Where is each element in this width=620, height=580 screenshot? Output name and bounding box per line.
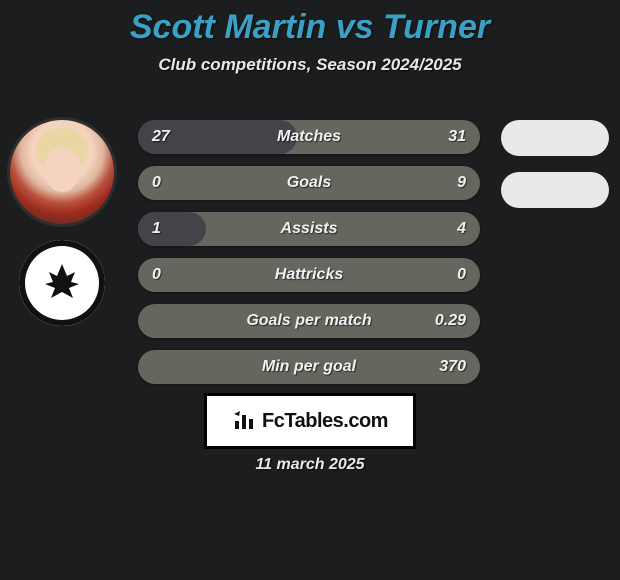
stat-label: Hattricks: [275, 266, 343, 284]
subtitle: Club competitions, Season 2024/2025: [0, 55, 620, 75]
stat-value-right: 0: [457, 266, 466, 284]
stat-value-right: 370: [439, 358, 466, 376]
stat-bar: Goals per match 0.29: [138, 304, 480, 338]
player-2-avatar-placeholder: [501, 120, 609, 156]
player-2-club-placeholder: [501, 172, 609, 208]
brand-name: FcTables.com: [262, 410, 388, 433]
stat-value-right: 4: [457, 220, 466, 238]
stat-bar: Min per goal 370: [138, 350, 480, 384]
page-title: Scott Martin vs Turner: [0, 0, 620, 47]
stat-value-right: 9: [457, 174, 466, 192]
stat-value-right: 31: [448, 128, 466, 146]
stat-bar: 1 Assists 4: [138, 212, 480, 246]
stat-bar: 0 Goals 9: [138, 166, 480, 200]
player-1-avatar: [10, 120, 114, 224]
stat-label: Matches: [277, 128, 341, 146]
stat-bar: 0 Hattricks 0: [138, 258, 480, 292]
date-label: 11 march 2025: [255, 456, 364, 474]
comparison-bars: 27 Matches 31 0 Goals 9 1 Assists 4 0 Hattricks 0 Go…: [138, 120, 480, 384]
stat-value-left: 0: [152, 174, 161, 192]
left-column: [8, 120, 116, 326]
stat-value-left: 27: [152, 128, 170, 146]
player-1-club-badge: [19, 240, 105, 326]
stat-label: Goals per match: [246, 312, 371, 330]
stat-value-left: 1: [152, 220, 161, 238]
stat-label: Min per goal: [262, 358, 356, 376]
stat-label: Goals: [287, 174, 331, 192]
brand-logo-box: FcTables.com: [207, 396, 413, 446]
chart-icon: [232, 409, 256, 433]
right-column: [497, 120, 612, 208]
stat-label: Assists: [281, 220, 338, 238]
thistle-icon: [37, 258, 87, 308]
stat-bar: 27 Matches 31: [138, 120, 480, 154]
stat-value-right: 0.29: [435, 312, 466, 330]
stat-value-left: 0: [152, 266, 161, 284]
stat-bar-fill: [138, 212, 206, 246]
